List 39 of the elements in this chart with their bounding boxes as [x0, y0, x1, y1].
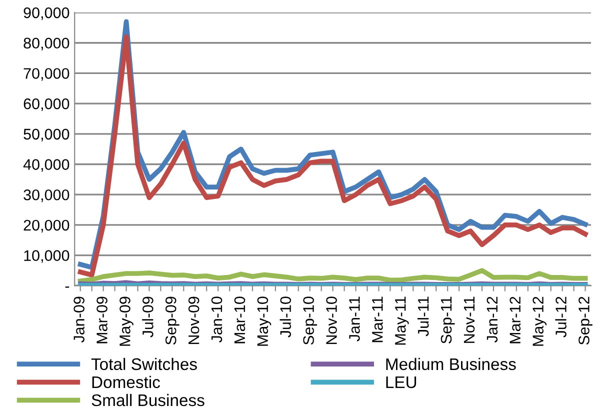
legend-label: Domestic	[92, 376, 160, 388]
x-tick-label: Jan-11	[349, 296, 360, 342]
x-tick-label: Sep-09	[165, 296, 180, 345]
line-series	[78, 268, 588, 284]
legend-label: LEU	[386, 376, 416, 388]
x-tick-label: Sep-12	[578, 296, 592, 345]
x-tick-label: Jan-09	[74, 296, 84, 343]
y-tick-label: 80,000	[24, 38, 70, 50]
legend-label: Total Switches	[91, 358, 197, 370]
x-tick-label: Nov-10	[326, 296, 337, 344]
x-tick-label: Mar-11	[372, 296, 383, 342]
x-tick-label: Sep-10	[303, 296, 317, 345]
y-tick-label: 50,000	[24, 128, 70, 142]
x-tick-label: Jul-10	[280, 296, 292, 338]
legend-label: Medium Business	[386, 358, 516, 370]
x-tick-label: May-10	[257, 296, 272, 346]
x-tick-label: Nov-09	[188, 296, 200, 344]
x-tick-label: Mar-10	[234, 296, 246, 344]
y-tick-label: 70,000	[24, 68, 70, 81]
x-tick-label: Jan-10	[211, 296, 222, 343]
x-tick-label: Nov-11	[464, 296, 475, 343]
y-tick-label: -	[65, 286, 70, 288]
x-tick-label: May-09	[120, 296, 134, 346]
y-tick-label: 20,000	[24, 220, 70, 232]
y-tick-label: 10,000	[24, 250, 70, 263]
x-tick-label: May-12	[532, 296, 547, 346]
x-tick-label: Jul-09	[142, 296, 154, 338]
x-tick-label: May-11	[395, 296, 409, 345]
x-tick-label: Sep-11	[440, 296, 455, 344]
x-tick-label: Mar-12	[510, 296, 521, 344]
y-tick-label: 40,000	[23, 159, 70, 172]
x-tick-label: Mar-09	[96, 296, 108, 344]
x-tick-label: Jul-11	[418, 296, 429, 336]
y-tick-label: 60,000	[24, 98, 70, 112]
y-tick-label: 90,000	[24, 7, 70, 20]
legend-label: Small Business	[92, 394, 204, 406]
x-tick-label: Jan-12	[486, 296, 498, 343]
x-tick-label: Jul-12	[555, 296, 566, 338]
y-tick-label: 30,000	[24, 189, 70, 202]
